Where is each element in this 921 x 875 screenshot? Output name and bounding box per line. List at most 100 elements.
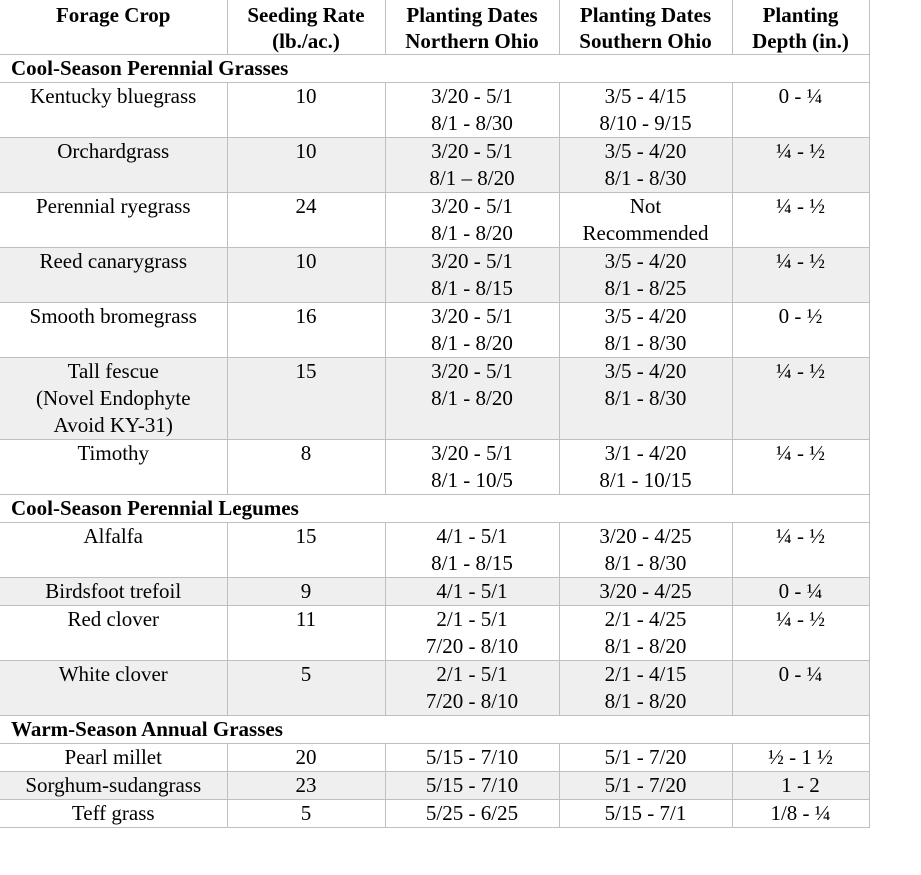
crop-cell: Smooth bromegrass xyxy=(0,302,228,358)
table-row: Reed canarygrass 10 3/20 - 5/1 8/1 - 8/15 3/… xyxy=(0,247,870,303)
south-dates-cell: 2/1 - 4/15 8/1 - 8/20 xyxy=(559,660,733,716)
cell-line: 8/1 - 8/20 xyxy=(604,634,687,658)
cell-line: Avoid KY-31) xyxy=(53,413,173,437)
cell-line: 8/1 - 8/25 xyxy=(604,276,687,300)
depth-cell: 1 - 2 xyxy=(732,771,870,800)
seeding-rate-cell: 15 xyxy=(227,357,386,440)
depth-cell: 0 - ¼ xyxy=(732,660,870,716)
header-planting-dates-north: Planting Dates Northern Ohio xyxy=(385,0,560,55)
seeding-rate-cell: 23 xyxy=(227,771,386,800)
section-row: Cool-Season Perennial Legumes xyxy=(0,494,870,523)
cell-line: 8/1 - 8/20 xyxy=(431,331,513,355)
table-row: Orchardgrass 10 3/20 - 5/1 8/1 – 8/20 3/5 - … xyxy=(0,137,870,193)
cell-line: 5/1 - 7/20 xyxy=(604,745,687,769)
table-row: Kentucky bluegrass 10 3/20 - 5/1 8/1 - 8/30… xyxy=(0,82,870,138)
seeding-rate-cell: 11 xyxy=(227,605,386,661)
crop-cell: Sorghum-sudangrass xyxy=(0,771,228,800)
cell-line: 3/1 - 4/20 xyxy=(604,441,687,465)
section-row: Cool-Season Perennial Grasses xyxy=(0,54,870,83)
forage-table-container: Forage Crop Seeding Rate (lb./ac.) Plant… xyxy=(0,0,870,828)
south-dates-cell: 3/5 - 4/20 8/1 - 8/25 xyxy=(559,247,733,303)
cell-line: 3/5 - 4/20 xyxy=(604,304,687,328)
north-dates-cell: 3/20 - 5/1 8/1 - 8/20 xyxy=(385,302,560,358)
south-dates-cell: 3/5 - 4/15 8/10 - 9/15 xyxy=(559,82,733,138)
header-row: Forage Crop Seeding Rate (lb./ac.) Plant… xyxy=(0,0,870,55)
cell-line: Smooth bromegrass xyxy=(29,304,197,328)
cell-line: Teff grass xyxy=(71,801,155,825)
table-row: Sorghum-sudangrass 23 5/15 - 7/10 5/1 - 7/2… xyxy=(0,771,870,800)
cell-line: 2/1 - 5/1 xyxy=(436,662,508,686)
cell-line: Tall fescue xyxy=(67,359,159,383)
north-dates-cell: 2/1 - 5/1 7/20 - 8/10 xyxy=(385,660,560,716)
cell-line: (Novel Endophyte xyxy=(35,386,191,410)
table-row: Red clover 11 2/1 - 5/1 7/20 - 8/10 2/1 - 4/… xyxy=(0,605,870,661)
crop-cell: Reed canarygrass xyxy=(0,247,228,303)
cell-line: 4/1 - 5/1 xyxy=(436,579,508,603)
seeding-rate-cell: 10 xyxy=(227,82,386,138)
north-dates-cell: 3/20 - 5/1 8/1 – 8/20 xyxy=(385,137,560,193)
south-dates-cell: 5/1 - 7/20 xyxy=(559,771,733,800)
north-dates-cell: 3/20 - 5/1 8/1 - 8/20 xyxy=(385,192,560,248)
section-title: Warm-Season Annual Grasses xyxy=(0,715,870,744)
depth-cell: 0 - ¼ xyxy=(732,577,870,606)
cell-line: 8/1 - 8/20 xyxy=(431,221,513,245)
cell-line: Red clover xyxy=(67,607,160,631)
header-planting-dates-south: Planting Dates Southern Ohio xyxy=(559,0,733,55)
table-row: Perennial ryegrass 24 3/20 - 5/1 8/1 - 8/20… xyxy=(0,192,870,248)
seeding-rate-cell: 8 xyxy=(227,439,386,495)
crop-cell: Teff grass xyxy=(0,799,228,828)
crop-cell: Timothy xyxy=(0,439,228,495)
header-planting-depth: Planting Depth (in.) xyxy=(732,0,870,55)
cell-line: 8/1 - 8/15 xyxy=(431,551,513,575)
seeding-rate-cell: 20 xyxy=(227,743,386,772)
seeding-rate-cell: 15 xyxy=(227,522,386,578)
cell-line: 5/15 - 7/10 xyxy=(425,773,519,797)
cell-line: 8/10 - 9/15 xyxy=(599,111,692,135)
cell-line: 4/1 - 5/1 xyxy=(436,524,508,548)
cell-line: 3/20 - 4/25 xyxy=(599,579,692,603)
cell-line: 7/20 - 8/10 xyxy=(425,634,519,658)
depth-cell: ¼ - ½ xyxy=(732,137,870,193)
cell-line: White clover xyxy=(58,662,168,686)
section-title: Cool-Season Perennial Grasses xyxy=(0,54,870,83)
crop-cell: Kentucky bluegrass xyxy=(0,82,228,138)
cell-line: 2/1 - 5/1 xyxy=(436,607,508,631)
cell-line: Perennial ryegrass xyxy=(35,194,191,218)
cell-line: 3/20 - 5/1 xyxy=(431,194,513,218)
cell-line: 8/1 - 8/20 xyxy=(431,386,513,410)
cell-line: Recommended xyxy=(582,221,709,245)
north-dates-cell: 2/1 - 5/1 7/20 - 8/10 xyxy=(385,605,560,661)
depth-cell: 1/8 - ¼ xyxy=(732,799,870,828)
south-dates-cell: 5/1 - 7/20 xyxy=(559,743,733,772)
depth-cell: ¼ - ½ xyxy=(732,357,870,440)
cell-line: 2/1 - 4/25 xyxy=(604,607,687,631)
table-body: Cool-Season Perennial Grasses Kentucky bl… xyxy=(0,54,870,828)
crop-cell: Red clover xyxy=(0,605,228,661)
depth-cell: ¼ - ½ xyxy=(732,439,870,495)
cell-line: 3/20 - 5/1 xyxy=(431,84,513,108)
cell-line: 5/15 - 7/1 xyxy=(604,801,687,825)
cell-line: 3/5 - 4/20 xyxy=(604,249,687,273)
cell-line: Timothy xyxy=(77,441,150,465)
table-row: White clover 5 2/1 - 5/1 7/20 - 8/10 2/1 - 4… xyxy=(0,660,870,716)
crop-cell: Perennial ryegrass xyxy=(0,192,228,248)
table-row: Timothy 8 3/20 - 5/1 8/1 - 10/5 3/1 - 4/20 8/… xyxy=(0,439,870,495)
cell-line: 3/20 - 5/1 xyxy=(431,441,513,465)
cell-line: 3/5 - 4/20 xyxy=(604,359,687,383)
cell-line: 3/20 - 5/1 xyxy=(431,249,513,273)
north-dates-cell: 5/25 - 6/25 xyxy=(385,799,560,828)
seeding-rate-cell: 24 xyxy=(227,192,386,248)
north-dates-cell: 5/15 - 7/10 xyxy=(385,743,560,772)
south-dates-cell: 2/1 - 4/25 8/1 - 8/20 xyxy=(559,605,733,661)
seeding-rate-cell: 9 xyxy=(227,577,386,606)
south-dates-cell: 3/5 - 4/20 8/1 - 8/30 xyxy=(559,302,733,358)
table-row: Alfalfa 15 4/1 - 5/1 8/1 - 8/15 3/20 - 4/25 8… xyxy=(0,522,870,578)
cell-line: 3/20 - 5/1 xyxy=(431,359,513,383)
south-dates-cell: Not Recommended xyxy=(559,192,733,248)
cell-line: 7/20 - 8/10 xyxy=(425,689,519,713)
cell-line: 8/1 - 8/30 xyxy=(604,386,687,410)
seeding-rate-cell: 5 xyxy=(227,660,386,716)
cell-line: Alfalfa xyxy=(83,524,143,548)
south-dates-cell: 5/15 - 7/1 xyxy=(559,799,733,828)
depth-cell: ½ - 1 ½ xyxy=(732,743,870,772)
